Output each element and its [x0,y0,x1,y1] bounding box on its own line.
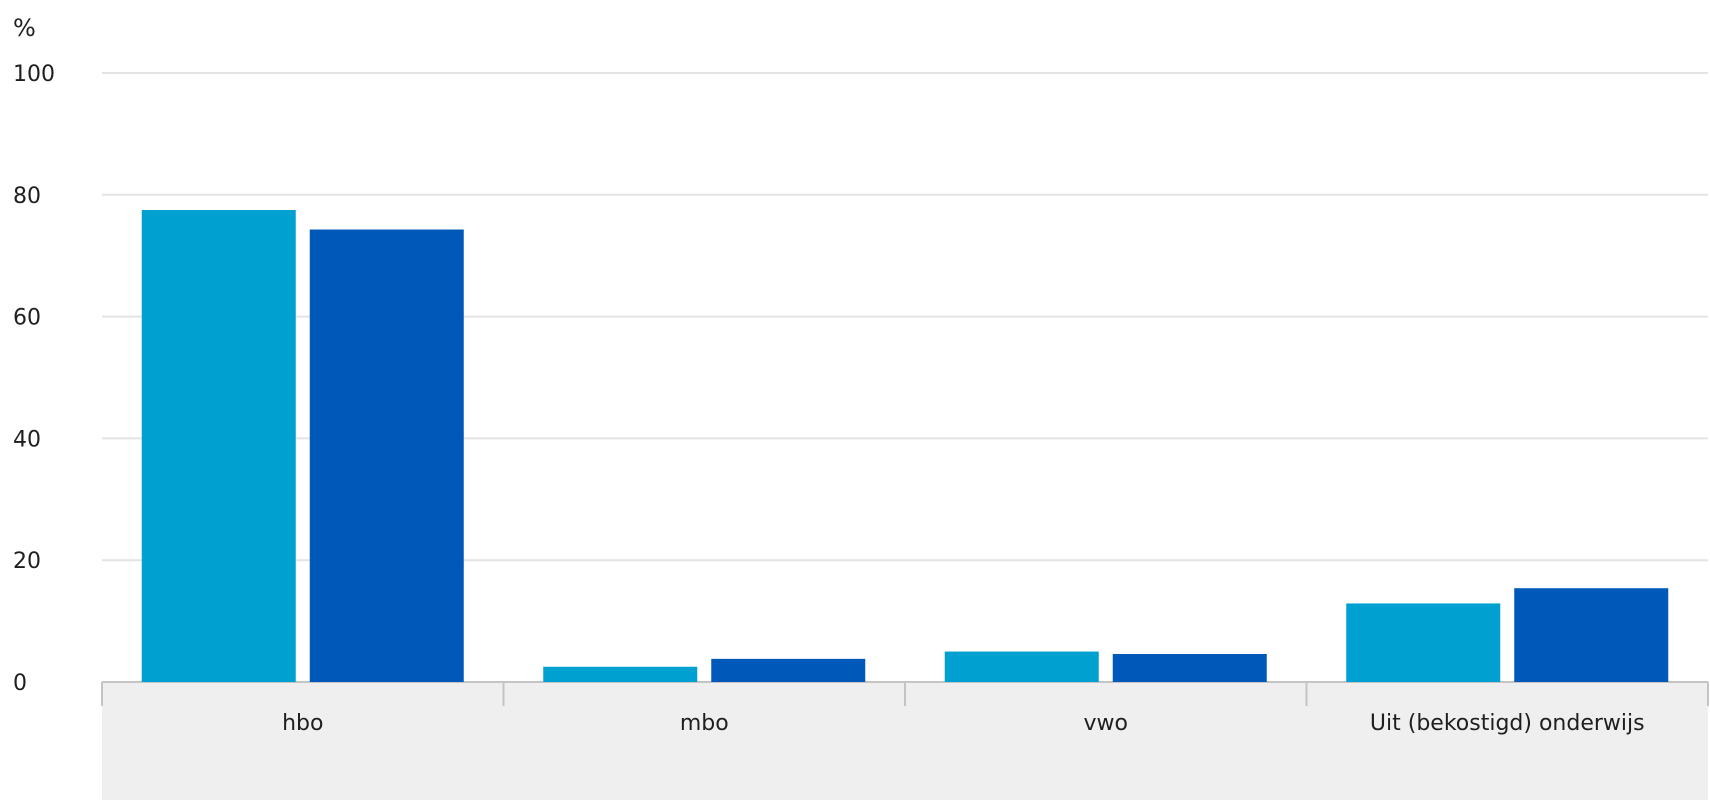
bars [141,210,1669,682]
y-tick-label: 40 [13,427,41,452]
y-tick-label: 0 [13,671,27,696]
y-tick-label: 20 [13,549,41,574]
bar-hbo-series-1 [141,210,296,682]
y-axis-unit-label: % [13,14,36,42]
x-axis-ticks [101,682,1709,706]
y-axis-tick-labels: 0 20 40 60 80 100 [13,62,55,696]
bar-mbo-series-2 [711,658,866,682]
y-tick-label: 100 [13,62,55,87]
bar-vwo-series-2 [1112,653,1267,682]
y-tick-label: 80 [13,184,41,209]
bar-uit-bekostigd-onderwijs-series-1 [1346,603,1501,682]
x-category-label: mbo [680,711,729,736]
y-tick-label: 60 [13,306,41,331]
bar-uit-bekostigd-onderwijs-series-2 [1514,588,1669,682]
bar-hbo-series-2 [309,229,464,682]
x-category-label: Uit (bekostigd) onderwijs [1370,711,1645,736]
x-axis-category-labels: hbo mbo vwo Uit (bekostigd) onderwijs [282,711,1645,736]
bar-mbo-series-1 [543,666,698,682]
x-category-label: hbo [282,711,323,736]
x-category-label: vwo [1084,711,1128,736]
bar-vwo-series-1 [944,651,1099,682]
